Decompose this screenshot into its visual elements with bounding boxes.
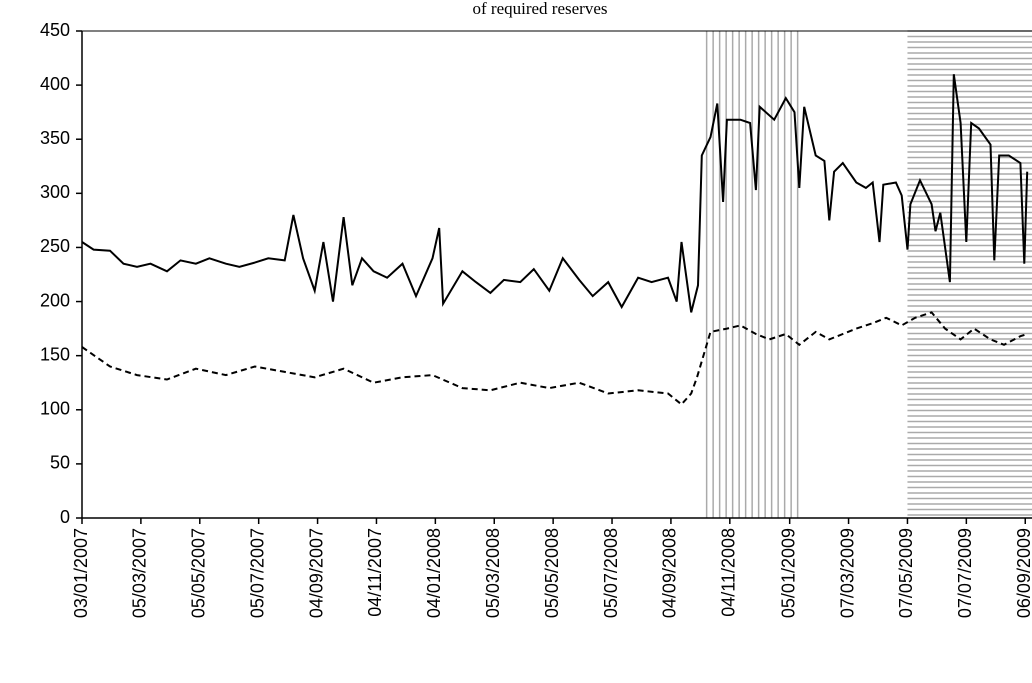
x-tick-label: 07/03/2009	[837, 528, 857, 618]
x-tick-label: 05/05/2007	[189, 528, 209, 618]
x-tick-label: 05/05/2008	[542, 528, 562, 618]
x-tick-label: 05/01/2009	[778, 528, 798, 618]
shaded-period	[705, 31, 799, 518]
series-line	[81, 74, 1029, 313]
y-tick-label: 400	[40, 74, 70, 94]
chart-title: of required reserves	[473, 0, 608, 18]
y-tick-label: 200	[40, 290, 70, 310]
x-tick-label: 04/11/2008	[719, 528, 739, 617]
y-tick-label: 150	[40, 344, 70, 364]
x-tick-label: 05/07/2007	[247, 528, 267, 618]
y-tick-label: 300	[40, 182, 70, 202]
x-tick-label: 04/09/2007	[306, 528, 326, 618]
x-tick-label: 06/09/2009	[1014, 528, 1032, 618]
y-tick-label: 450	[40, 20, 70, 40]
x-tick-label: 07/05/2009	[896, 528, 916, 618]
y-tick-label: 250	[40, 236, 70, 256]
y-tick-label: 100	[40, 399, 70, 419]
x-tick-label: 04/09/2008	[660, 528, 680, 618]
x-tick-label: 05/07/2008	[601, 528, 621, 618]
y-tick-label: 50	[50, 453, 70, 473]
y-tick-label: 0	[60, 507, 70, 527]
series-line	[81, 311, 1028, 406]
x-tick-label: 03/01/2007	[71, 528, 91, 618]
shaded-period	[907, 30, 1032, 516]
x-tick-label: 05/03/2007	[130, 528, 150, 618]
x-tick-label: 04/11/2007	[365, 528, 385, 617]
x-tick-label: 05/03/2008	[483, 528, 503, 618]
x-tick-label: 04/01/2008	[424, 528, 444, 618]
x-tick-label: 07/07/2009	[955, 528, 975, 618]
y-tick-label: 350	[40, 128, 70, 148]
